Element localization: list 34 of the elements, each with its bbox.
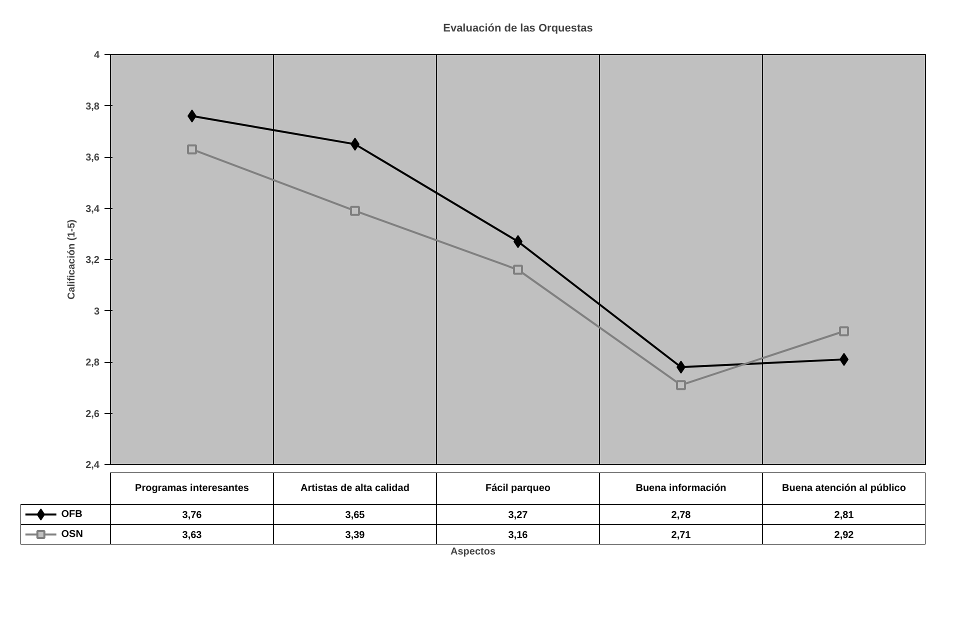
data-label: 3,39 <box>345 530 366 541</box>
legend-label: OFB <box>61 509 82 520</box>
point <box>350 206 360 216</box>
y-tick-label: 4 <box>94 50 100 61</box>
y-tick-label: 3,8 <box>86 101 100 112</box>
x-tick-label: Programas interesantes <box>135 483 250 494</box>
y-tick-label: 3,2 <box>86 255 100 266</box>
y-tick-label: 3 <box>94 306 100 318</box>
x-tick-label: Buena atención al público <box>782 483 906 494</box>
y-tick-label: 3,4 <box>86 204 100 215</box>
chart-title: Evaluación de las Orquestas <box>443 22 593 34</box>
point <box>676 380 686 390</box>
data-label: 3,16 <box>508 530 528 541</box>
data-label: 3,63 <box>182 530 202 541</box>
y-tick-label: 2,6 <box>86 408 100 420</box>
x-tick-label: Buena información <box>636 483 726 494</box>
data-label: 3,76 <box>182 510 202 521</box>
x-tick-label: Fácil parqueo <box>485 483 551 494</box>
data-label: 2,92 <box>834 530 854 541</box>
legend-label: OSN <box>61 529 83 540</box>
text: Aspectos <box>450 546 496 558</box>
y-axis-title: Calificación (1-5) <box>66 219 78 300</box>
data-label: 2,78 <box>671 510 692 521</box>
data-label: 2,71 <box>671 530 692 541</box>
point <box>513 264 523 275</box>
x-tick-label: Artistas de alta calidad <box>300 483 410 494</box>
y-tick-label: 2,8 <box>86 358 100 368</box>
point <box>187 144 197 154</box>
data-label: 3,27 <box>508 510 528 521</box>
point <box>839 326 849 336</box>
y-tick-label: 3,6 <box>86 152 100 164</box>
y-tick-label: 2,4 <box>86 460 100 471</box>
data-label: 3,65 <box>345 510 366 521</box>
data-label: 2,81 <box>834 510 854 521</box>
